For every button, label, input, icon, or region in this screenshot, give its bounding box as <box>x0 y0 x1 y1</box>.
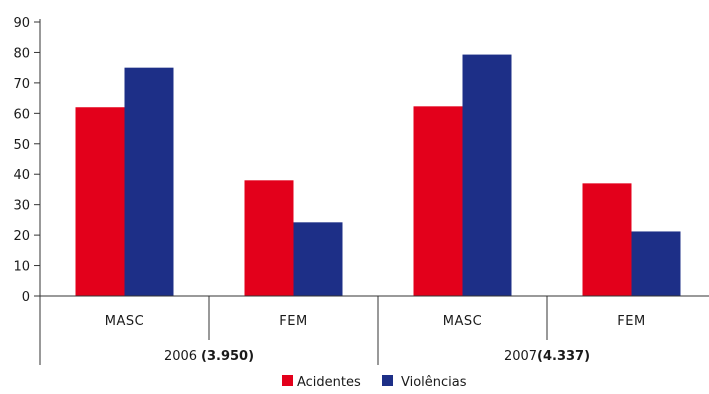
group-total: (4.337) <box>537 349 590 364</box>
legend-label: Acidentes <box>297 375 361 390</box>
bars <box>75 54 681 297</box>
group-total: (3.950) <box>201 349 254 364</box>
y-tick-label: 80 <box>13 46 30 61</box>
legend-swatch-viol-ncias <box>382 375 393 386</box>
y-tick-label: 0 <box>22 290 30 305</box>
group-label: 2007(4.337) <box>504 349 590 364</box>
y-tick-label: 50 <box>13 138 30 153</box>
y-tick-label: 70 <box>13 77 30 92</box>
bar-acidentes-1 <box>75 107 125 296</box>
bar-viol-ncias-4 <box>631 231 681 296</box>
y-axis: 0 10 20 30 40 50 60 70 80 90 <box>13 16 41 365</box>
group-year: 2007 <box>504 349 537 364</box>
bar-acidentes-2 <box>244 180 294 296</box>
y-tick-label: 40 <box>13 168 30 183</box>
legend: Acidentes Violências <box>282 375 467 390</box>
bar-viol-ncias-1 <box>124 67 174 297</box>
legend-swatch-acidentes <box>282 375 293 386</box>
y-tick-label: 30 <box>13 199 30 214</box>
bar-viol-ncias-3 <box>462 54 512 296</box>
x-category-label: FEM <box>617 314 645 329</box>
bar-viol-ncias-2 <box>293 222 343 296</box>
bar-acidentes-3 <box>413 106 463 296</box>
x-axis: MASC FEM MASC FEM 2006 (3.950) 2007(4.337) <box>40 295 709 365</box>
x-category-label: FEM <box>279 314 307 329</box>
y-tick-label: 60 <box>13 107 30 122</box>
y-tick-label: 90 <box>13 16 30 31</box>
bar-acidentes-4 <box>582 183 632 296</box>
x-category-label: MASC <box>443 314 482 329</box>
group-year: 2006 <box>164 349 197 364</box>
x-category-label: MASC <box>105 314 144 329</box>
group-label: 2006 (3.950) <box>164 349 254 364</box>
y-tick-label: 20 <box>13 229 30 244</box>
y-tick-label: 10 <box>13 260 30 275</box>
legend-label: Violências <box>401 375 467 390</box>
